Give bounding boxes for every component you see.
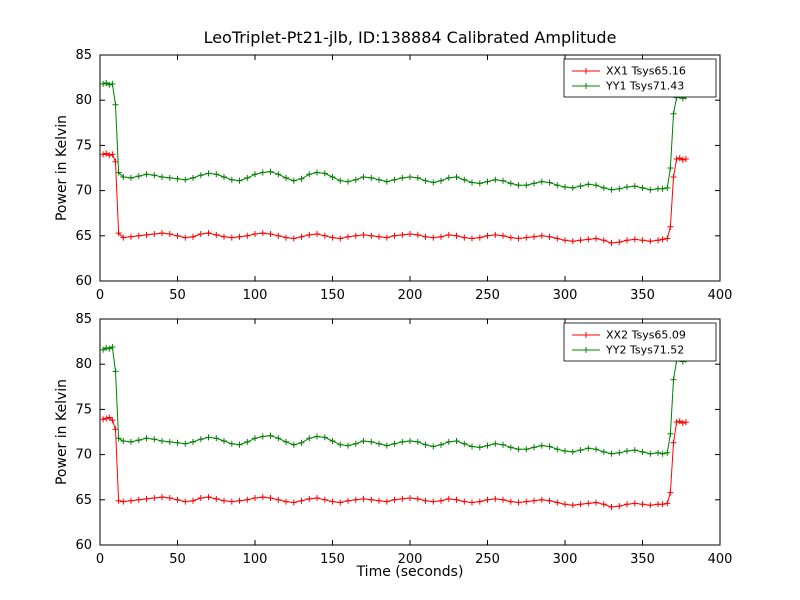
legend-label: YY2 Tsys71.52 bbox=[605, 344, 684, 357]
x-tick-label: 50 bbox=[169, 288, 186, 303]
series-markers-YY1 bbox=[100, 80, 689, 193]
series-line-XX2 bbox=[102, 416, 687, 508]
legend-marker bbox=[583, 332, 589, 338]
series-line-XX1 bbox=[102, 152, 687, 244]
series-markers-XX2 bbox=[100, 414, 689, 510]
x-axis-label: Time (seconds) bbox=[356, 564, 464, 580]
x-tick-label: 300 bbox=[553, 552, 578, 567]
legend-label: YY1 Tsys71.43 bbox=[605, 80, 684, 93]
x-tick-label: 100 bbox=[243, 552, 268, 567]
x-tick-label: 250 bbox=[475, 288, 500, 303]
y-tick-label: 80 bbox=[75, 357, 92, 372]
y-tick-label: 75 bbox=[75, 402, 92, 417]
y-tick-label: 70 bbox=[75, 448, 92, 463]
x-tick-label: 400 bbox=[708, 288, 733, 303]
x-tick-label: 200 bbox=[398, 552, 423, 567]
y-tick-label: 80 bbox=[75, 93, 92, 108]
x-tick-label: 400 bbox=[708, 552, 733, 567]
x-tick-label: 0 bbox=[96, 288, 104, 303]
y-tick-label: 75 bbox=[75, 138, 92, 153]
series-line-YY1 bbox=[102, 82, 687, 191]
legend-box bbox=[563, 322, 717, 362]
x-tick-label: 250 bbox=[475, 552, 500, 567]
x-tick-label: 150 bbox=[320, 552, 345, 567]
x-tick-label: 350 bbox=[630, 552, 655, 567]
y-tick-label: 60 bbox=[75, 274, 92, 289]
legend-marker bbox=[583, 68, 589, 74]
y-tick-label: 65 bbox=[75, 229, 92, 244]
legend-marker bbox=[583, 347, 589, 353]
y-tick-label: 85 bbox=[75, 312, 92, 327]
x-tick-label: 150 bbox=[320, 288, 345, 303]
y-tick-label: 60 bbox=[75, 538, 92, 553]
legend-marker bbox=[583, 83, 589, 89]
legend-label: XX1 Tsys65.16 bbox=[606, 65, 686, 78]
series-markers-YY2 bbox=[100, 344, 689, 457]
x-tick-label: 200 bbox=[398, 288, 423, 303]
x-tick-label: 100 bbox=[243, 288, 268, 303]
subplot-2: 0 50 100 150 200 250 300 350 400 60 65 70 75 80 85 XX2 … bbox=[75, 312, 732, 567]
subplot-1: 0 50 100 150 200 250 300 350 400 60 65 70 75 80 85 XX1 … bbox=[75, 48, 732, 303]
series-markers-XX1 bbox=[100, 150, 689, 246]
y-axis-label-top: Power in Kelvin bbox=[54, 114, 70, 222]
x-tick-label: 50 bbox=[169, 552, 186, 567]
series-line-YY2 bbox=[102, 346, 687, 455]
legend-box bbox=[563, 58, 717, 98]
y-tick-label: 70 bbox=[75, 184, 92, 199]
x-tick-label: 300 bbox=[553, 288, 578, 303]
x-tick-label: 0 bbox=[96, 552, 104, 567]
y-tick-label: 85 bbox=[75, 48, 92, 63]
legend-label: XX2 Tsys65.09 bbox=[606, 329, 686, 342]
y-axis-label-bottom: Power in Kelvin bbox=[54, 378, 70, 486]
x-tick-label: 350 bbox=[630, 288, 655, 303]
chart-title: LeoTriplet-Pt21-jlb, ID:138884 Calibrate… bbox=[203, 28, 617, 47]
y-tick-label: 65 bbox=[75, 493, 92, 508]
